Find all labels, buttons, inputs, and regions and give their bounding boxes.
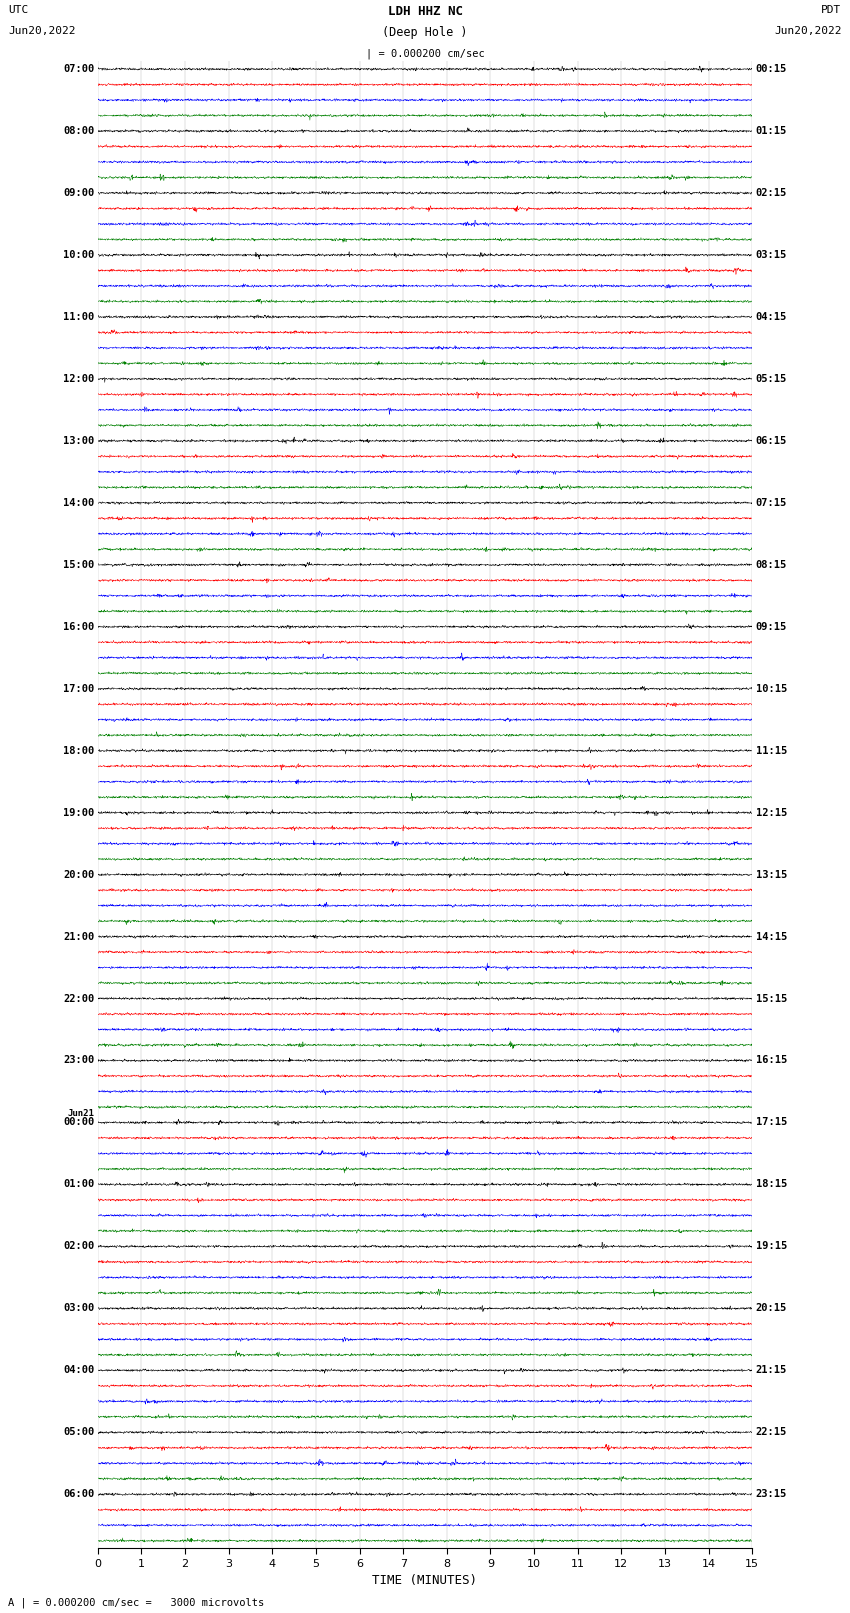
Text: 00:15: 00:15: [756, 65, 787, 74]
Text: 23:00: 23:00: [63, 1055, 94, 1066]
Text: LDH HHZ NC: LDH HHZ NC: [388, 5, 462, 18]
Text: 10:15: 10:15: [756, 684, 787, 694]
Text: 02:15: 02:15: [756, 189, 787, 198]
Text: 12:15: 12:15: [756, 808, 787, 818]
Text: 18:15: 18:15: [756, 1179, 787, 1189]
Text: A | = 0.000200 cm/sec =   3000 microvolts: A | = 0.000200 cm/sec = 3000 microvolts: [8, 1597, 264, 1608]
Text: 21:15: 21:15: [756, 1365, 787, 1376]
Text: 19:15: 19:15: [756, 1242, 787, 1252]
Text: 23:15: 23:15: [756, 1489, 787, 1498]
Text: 19:00: 19:00: [63, 808, 94, 818]
Text: 15:15: 15:15: [756, 994, 787, 1003]
Text: 11:15: 11:15: [756, 745, 787, 755]
Text: 09:00: 09:00: [63, 189, 94, 198]
Text: 14:15: 14:15: [756, 932, 787, 942]
Text: 20:00: 20:00: [63, 869, 94, 879]
Text: 16:00: 16:00: [63, 621, 94, 632]
Text: Jun20,2022: Jun20,2022: [8, 26, 76, 35]
Text: 09:15: 09:15: [756, 621, 787, 632]
Text: (Deep Hole ): (Deep Hole ): [382, 26, 468, 39]
Text: 00:00: 00:00: [63, 1118, 94, 1127]
Text: 17:00: 17:00: [63, 684, 94, 694]
Text: 11:00: 11:00: [63, 311, 94, 323]
Text: 16:15: 16:15: [756, 1055, 787, 1066]
Text: 10:00: 10:00: [63, 250, 94, 260]
Text: 04:00: 04:00: [63, 1365, 94, 1376]
Text: 02:00: 02:00: [63, 1242, 94, 1252]
Text: 08:15: 08:15: [756, 560, 787, 569]
Text: 03:00: 03:00: [63, 1303, 94, 1313]
Text: Jun21: Jun21: [68, 1108, 94, 1118]
Text: Jun20,2022: Jun20,2022: [774, 26, 842, 35]
Text: 05:00: 05:00: [63, 1428, 94, 1437]
Text: 18:00: 18:00: [63, 745, 94, 755]
Text: 05:15: 05:15: [756, 374, 787, 384]
Text: 15:00: 15:00: [63, 560, 94, 569]
Text: 01:15: 01:15: [756, 126, 787, 135]
Text: 14:00: 14:00: [63, 498, 94, 508]
Text: 07:15: 07:15: [756, 498, 787, 508]
Text: 12:00: 12:00: [63, 374, 94, 384]
Text: 07:00: 07:00: [63, 65, 94, 74]
Text: 17:15: 17:15: [756, 1118, 787, 1127]
X-axis label: TIME (MINUTES): TIME (MINUTES): [372, 1574, 478, 1587]
Text: 20:15: 20:15: [756, 1303, 787, 1313]
Text: 01:00: 01:00: [63, 1179, 94, 1189]
Text: 22:15: 22:15: [756, 1428, 787, 1437]
Text: UTC: UTC: [8, 5, 29, 15]
Text: | = 0.000200 cm/sec: | = 0.000200 cm/sec: [366, 48, 484, 60]
Text: PDT: PDT: [821, 5, 842, 15]
Text: 08:00: 08:00: [63, 126, 94, 135]
Text: 21:00: 21:00: [63, 932, 94, 942]
Text: 06:15: 06:15: [756, 436, 787, 445]
Text: 06:00: 06:00: [63, 1489, 94, 1498]
Text: 03:15: 03:15: [756, 250, 787, 260]
Text: 04:15: 04:15: [756, 311, 787, 323]
Text: 22:00: 22:00: [63, 994, 94, 1003]
Text: 13:15: 13:15: [756, 869, 787, 879]
Text: 13:00: 13:00: [63, 436, 94, 445]
